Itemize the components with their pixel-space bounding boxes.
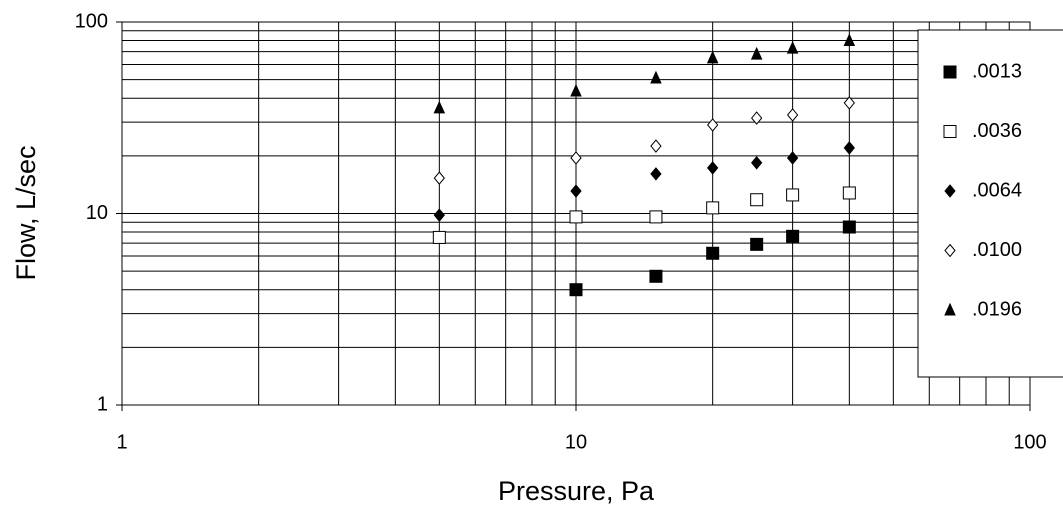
marker: [649, 269, 663, 283]
marker: [944, 302, 956, 316]
marker: [943, 125, 957, 138]
marker: [569, 283, 583, 297]
marker: [750, 46, 763, 60]
marker: [751, 111, 763, 125]
marker: [433, 100, 446, 114]
marker: [650, 139, 662, 153]
legend-label: .0100: [972, 239, 1022, 261]
marker: [569, 210, 583, 224]
marker: [570, 151, 582, 165]
marker: [706, 246, 720, 260]
marker: [843, 33, 856, 47]
y-tick-label: 1: [97, 393, 108, 415]
y-tick-label: 100: [75, 10, 108, 32]
marker: [650, 70, 662, 84]
legend-box: [917, 29, 1063, 378]
marker: [786, 151, 799, 165]
marker: [706, 201, 720, 215]
marker: [943, 65, 957, 79]
marker: [432, 230, 446, 244]
marker: [706, 50, 719, 64]
x-tick-label: 100: [1013, 431, 1046, 453]
marker: [707, 118, 719, 132]
marker: [786, 188, 800, 202]
marker: [842, 220, 856, 234]
x-tick-label: 10: [565, 431, 587, 453]
marker: [944, 243, 956, 258]
legend-label: .0013: [972, 60, 1022, 82]
marker: [650, 167, 662, 181]
marker: [843, 141, 855, 155]
y-axis-title: Flow, L/sec: [11, 145, 41, 280]
marker: [570, 184, 582, 198]
x-tick-label: 1: [116, 431, 127, 453]
marker: [649, 210, 663, 224]
legend-label: .0064: [972, 179, 1022, 201]
marker: [707, 161, 719, 175]
marker: [570, 83, 582, 97]
x-axis-title: Pressure, Pa: [498, 476, 655, 506]
marker: [944, 184, 956, 198]
marker: [433, 208, 445, 222]
marker: [786, 108, 799, 122]
legend-label: .0036: [972, 120, 1022, 142]
marker: [750, 237, 764, 251]
marker: [750, 193, 764, 207]
marker: [786, 40, 799, 54]
marker: [843, 96, 855, 110]
marker: [786, 229, 800, 243]
legend-label: .0196: [972, 298, 1022, 320]
y-tick-label: 10: [86, 202, 108, 224]
marker: [842, 186, 856, 200]
marker: [751, 156, 763, 170]
marker: [433, 171, 445, 185]
